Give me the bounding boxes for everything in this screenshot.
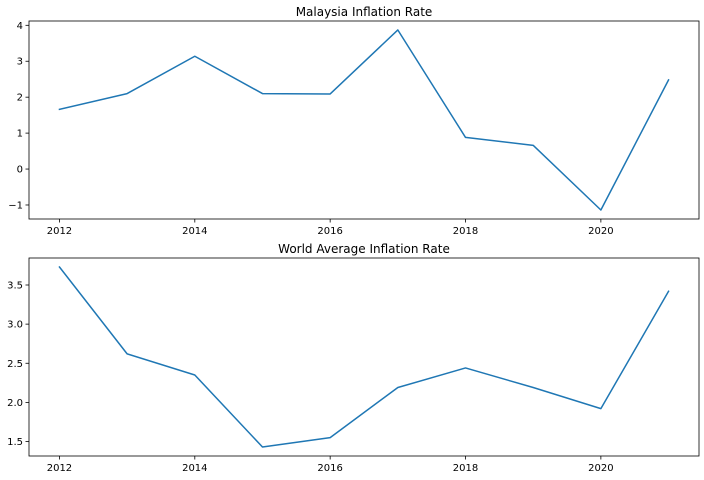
x-tick-label: 2020	[588, 226, 613, 237]
chart-title: Malaysia Inflation Rate	[296, 5, 433, 19]
malaysia-inflation-chart: Malaysia Inflation Rate 2012 2014 2016 2018…	[8, 5, 700, 237]
world-inflation-chart: World Average Inflation Rate 2012 2014 201…	[7, 242, 700, 474]
x-tick-label: 2016	[317, 226, 342, 237]
x-tick-label: 2020	[588, 463, 613, 474]
y-tick-label: 2.5	[7, 359, 23, 370]
x-tick-label: 2018	[453, 463, 478, 474]
series-line	[58, 29, 670, 211]
x-tick-label: 2018	[453, 226, 478, 237]
x-tick-label: 2016	[317, 463, 342, 474]
y-tick-label: 4	[17, 21, 23, 32]
series-line	[58, 265, 670, 448]
y-tick-label: 2	[17, 93, 23, 104]
y-tick-label: −1	[8, 200, 23, 211]
y-tick-label: 1.5	[7, 437, 23, 448]
y-tick-label: 1	[17, 129, 23, 140]
x-tick-label: 2012	[47, 226, 72, 237]
x-tick-label: 2014	[182, 463, 207, 474]
x-tick-label: 2014	[182, 226, 207, 237]
plot-frame	[28, 20, 700, 220]
y-tick-label: 3	[17, 57, 23, 68]
y-tick-label: 0	[17, 165, 23, 176]
y-tick-label: 2.0	[7, 398, 23, 409]
x-tick-label: 2012	[47, 463, 72, 474]
plot-frame	[28, 257, 700, 457]
y-tick-label: 3.0	[7, 320, 23, 331]
chart-title: World Average Inflation Rate	[278, 242, 450, 256]
y-tick-label: 3.5	[7, 281, 23, 292]
